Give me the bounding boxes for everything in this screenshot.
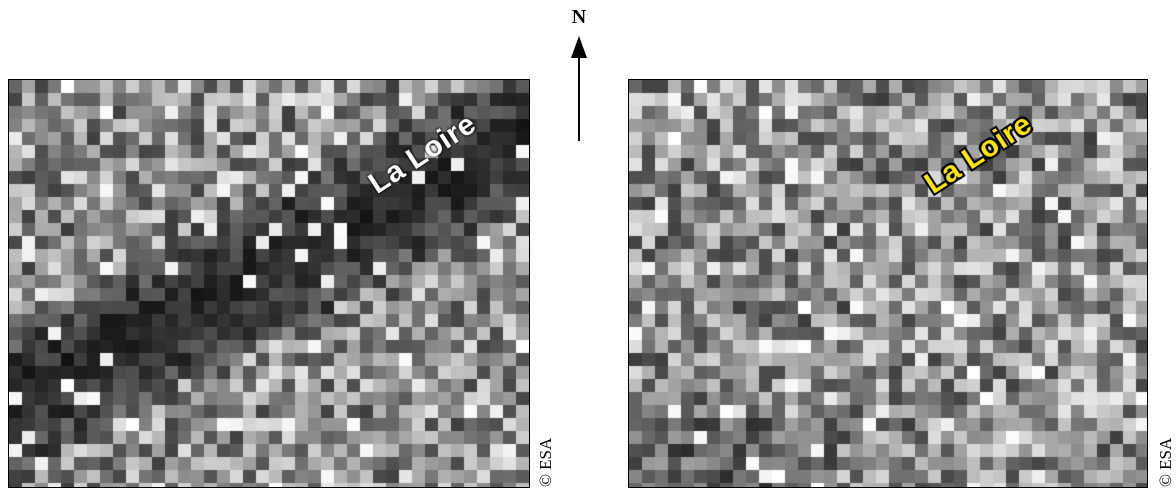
north-indicator: N — [564, 6, 594, 142]
north-arrow-icon — [571, 36, 587, 141]
radar-speckle-left — [9, 80, 529, 487]
copyright-credit-right: © ESA — [1156, 437, 1175, 487]
radar-speckle-right — [629, 80, 1147, 487]
north-letter: N — [571, 6, 587, 28]
sar-image-right — [628, 79, 1148, 488]
copyright-credit-left: © ESA — [536, 437, 555, 487]
sar-image-left — [8, 79, 530, 488]
